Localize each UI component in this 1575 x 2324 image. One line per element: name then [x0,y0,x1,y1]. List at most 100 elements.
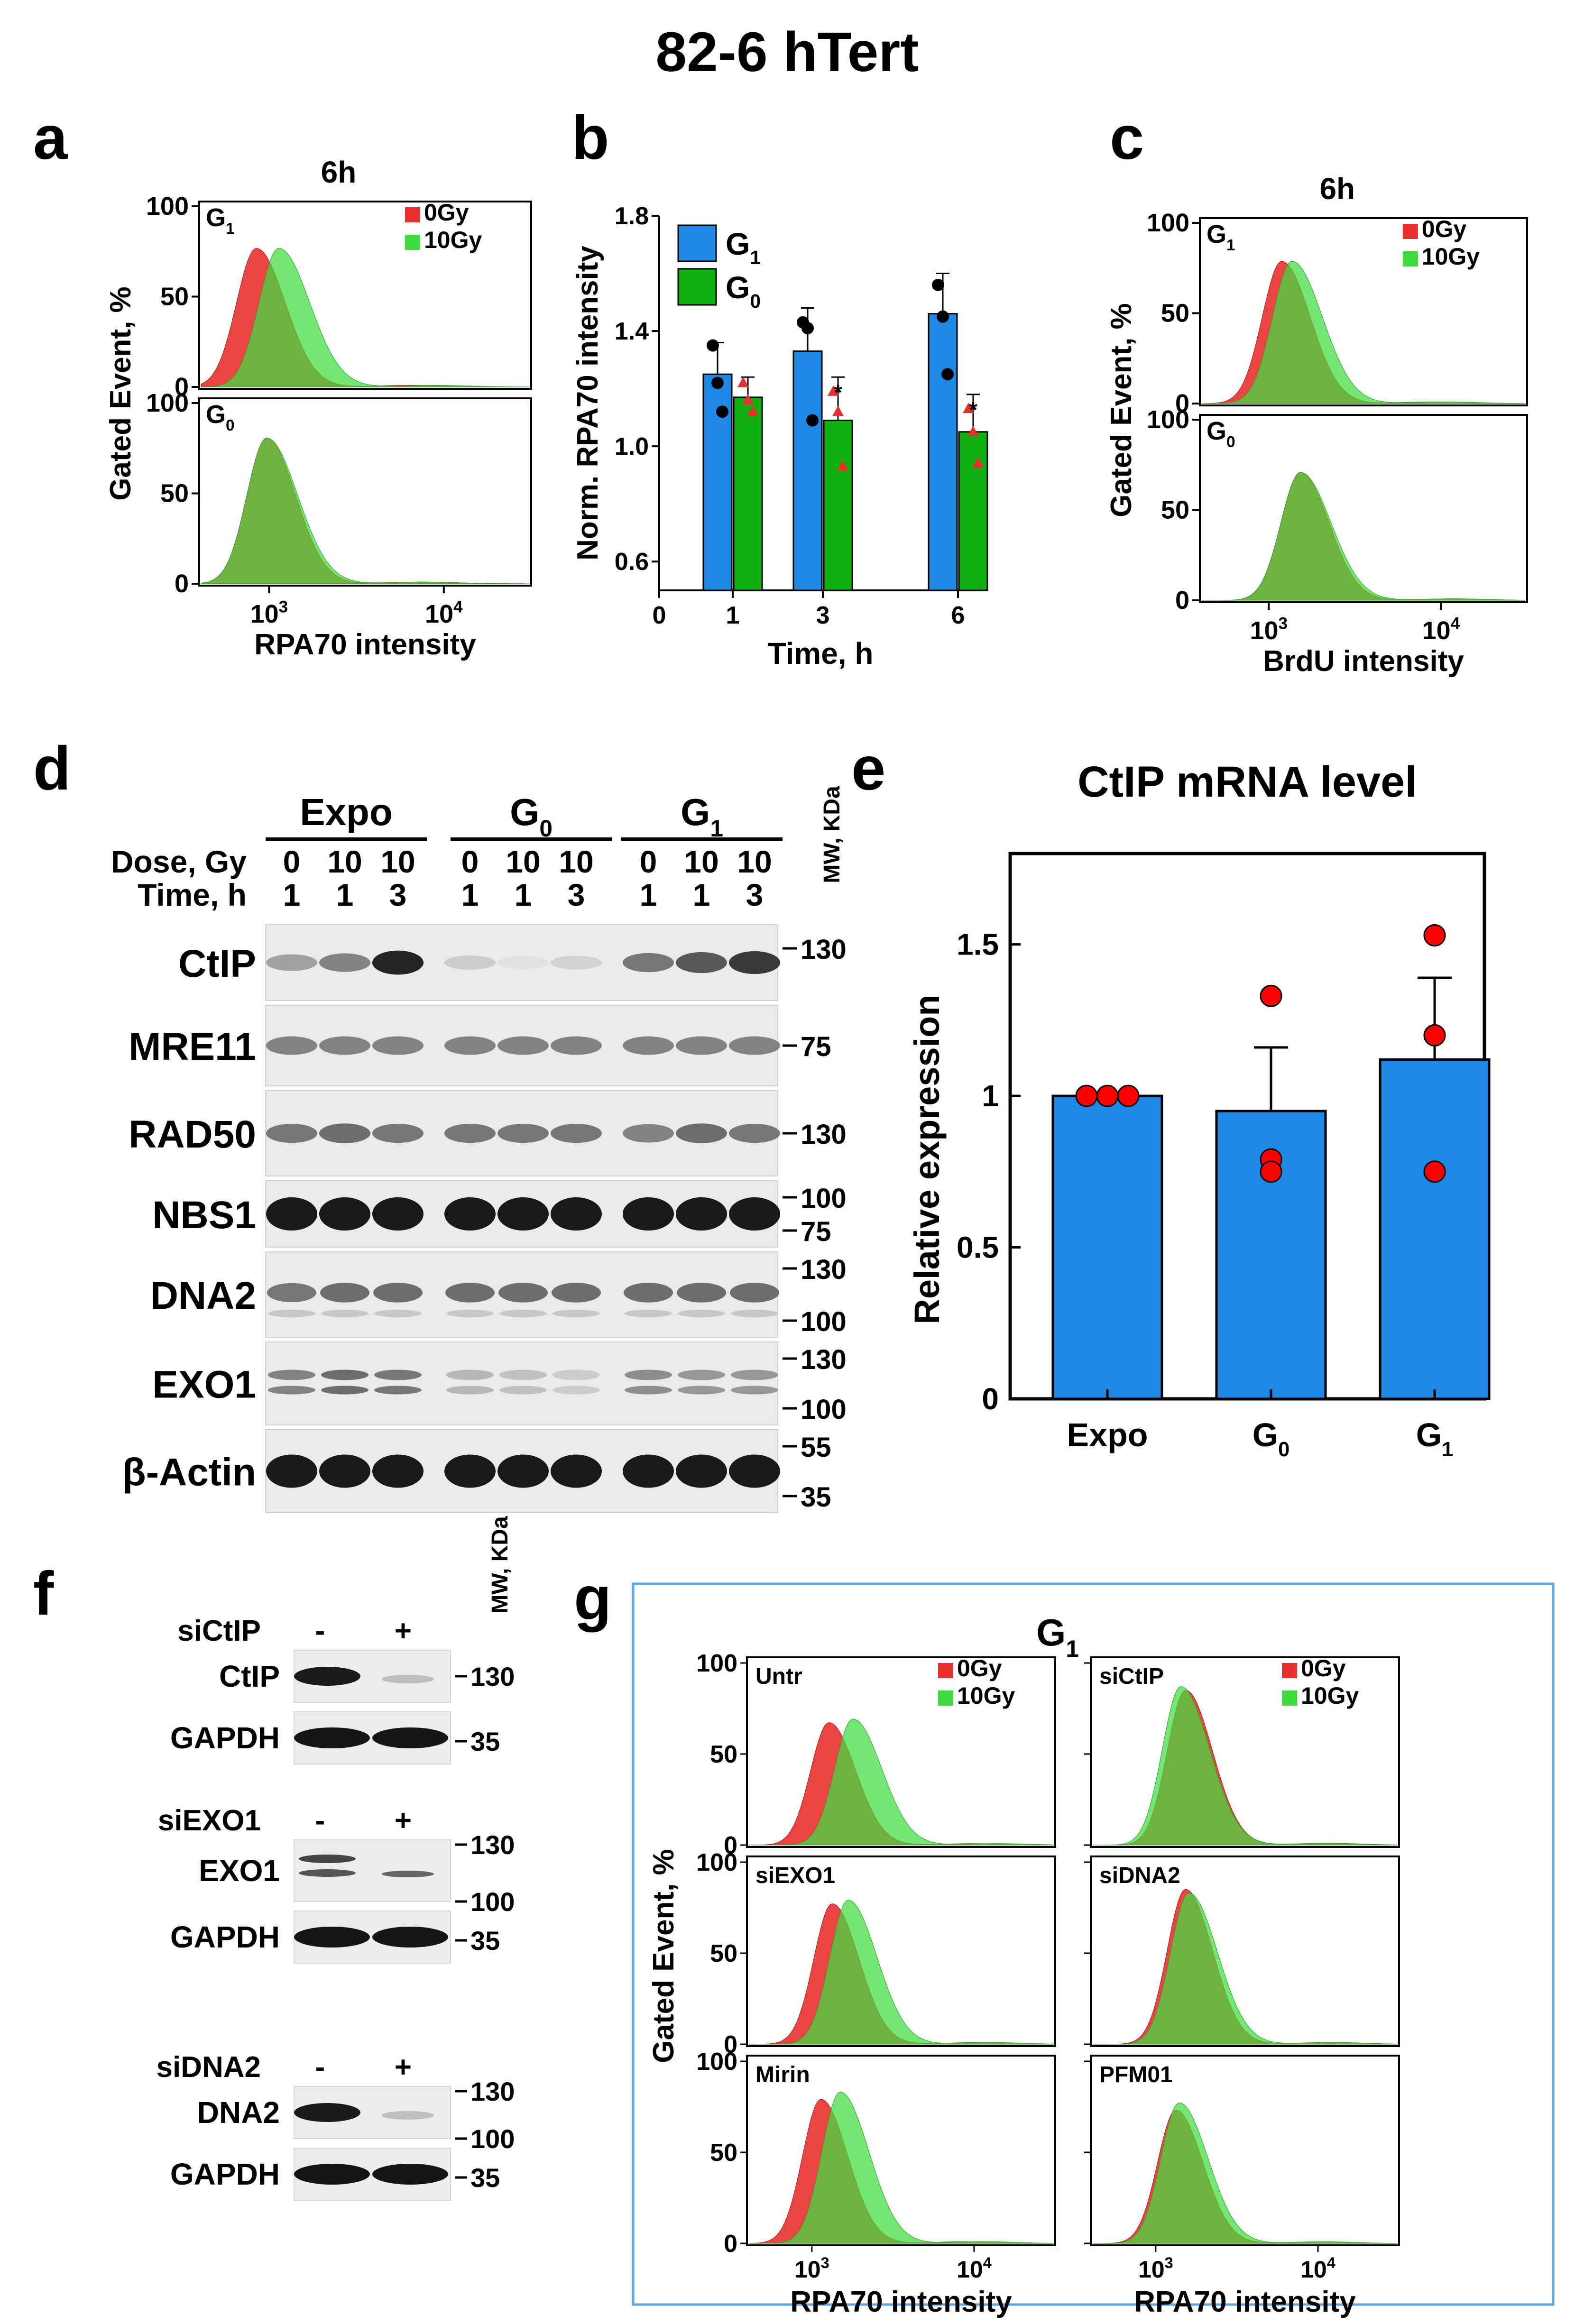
data-point [1260,984,1282,1007]
blot-band [551,1454,602,1488]
data-point [932,278,944,291]
x-tick-label: 103 [250,597,288,628]
treatment-sign: - [315,1804,325,1837]
blot-band [499,1386,547,1395]
data-point [1096,1084,1119,1107]
x-tick-label: 1 [726,602,740,629]
x-axis-label: Time, h [768,636,874,671]
mw-marker-label: 130 [801,1254,847,1285]
histogram-10gy [749,2092,1054,2244]
blot-band [676,1036,727,1055]
significance-star: * [969,397,977,422]
mw-marker-label: 130 [801,934,847,965]
histogram-10gy [749,1718,1054,1846]
plot-label: PFM01 [1099,2062,1173,2087]
dose-value: 10 [737,844,772,879]
blot-band [268,1310,315,1317]
data-point [828,385,839,396]
y-tick-label: 50 [710,1741,737,1768]
blot-label: CtIP [219,1659,280,1693]
histogram-10gy [1093,2103,1398,2244]
time-value: 1 [461,877,479,912]
blot-band [676,1123,727,1143]
histogram-10gy [1202,472,1526,601]
mw-marker-label: 35 [470,2163,500,2193]
x-tick-label: 104 [1422,614,1460,645]
blot-band [553,1369,600,1380]
y-axis-label: Relative expression [907,994,947,1324]
blot-band [623,1454,674,1488]
blot-band [731,1386,778,1395]
blot-label: β-Actin [122,1451,256,1494]
blot-band [678,1386,725,1395]
legend-swatch-10gy [1402,251,1418,266]
y-tick-label: 1.5 [957,928,999,962]
legend-label: G1 [726,226,761,268]
dose-value: 10 [684,844,718,879]
blot-band [374,1386,422,1395]
y-axis-label: Gated Event, % [647,1849,680,2063]
blot-band [497,1454,549,1488]
time-title: 6h [321,155,357,189]
blot-band [319,1454,370,1488]
blot-band [551,1123,602,1143]
blot-band [321,1310,368,1317]
plot-label: Mirin [755,2062,810,2087]
group-label: G0 [510,791,553,842]
legend-label-0gy: 0Gy [424,199,469,226]
plot-frame [1199,217,1528,406]
blot-band [319,1123,370,1143]
blot-band [444,955,496,970]
y-tick-label: 100 [1147,405,1189,434]
plot-frame [746,2055,1056,2246]
blot-band [625,1369,672,1380]
subpanel-label: G1 [206,203,235,238]
y-axis-label: Gated Event, % [104,286,137,500]
blot-band [372,1927,448,1947]
blot-band [499,1310,547,1317]
mw-marker-label: 100 [470,1887,515,1917]
x-tick-label: G1 [1416,1416,1454,1461]
blot-band [299,1869,356,1877]
blot-band [552,1283,601,1303]
data-point [1117,1084,1140,1107]
time-value: 3 [389,877,407,912]
mw-marker-label: 35 [470,1727,500,1756]
mw-label: MW, KDa [488,1516,513,1614]
y-tick-label: 50 [710,1940,737,1967]
blot-band [623,953,674,973]
histogram-10gy [1202,261,1526,404]
blot-band [551,955,602,970]
data-point [707,339,719,352]
data-point [967,425,979,436]
blot-band [266,954,317,971]
dose-value: 10 [327,844,362,879]
blot-band [294,1727,370,1748]
blot-band [372,2164,448,2185]
histogram-10gy [1093,1892,1398,2045]
blot-band [294,2103,360,2122]
blot-band [446,1386,494,1395]
data-point [1075,1084,1098,1107]
blot-band [498,1283,548,1303]
treatment-sign: + [395,1615,412,1647]
data-point [1260,1160,1282,1183]
blot-band [266,1123,317,1143]
panel-e: e CtIP mRNA level 0 0.5 1 1.5 Expo G0 G1 Relative… [851,734,1491,1461]
y-tick-label: 1.8 [615,202,649,230]
plot-frame [1090,2055,1400,2246]
blot-band [266,1454,317,1488]
y-tick-label: 100 [1147,209,1189,237]
x-tick-label: G0 [1253,1416,1290,1461]
y-tick-label: 0.6 [615,548,649,576]
legend-label-0gy: 0Gy [1301,1655,1346,1681]
plot-frame [198,397,532,587]
x-tick-label: 103 [794,2254,829,2283]
y-tick-label: 50 [160,283,189,311]
y-tick-label: 0 [982,1382,999,1416]
loading-label: GAPDH [170,2157,280,2191]
dose-value: 10 [380,844,415,879]
blot-band [445,1283,495,1303]
